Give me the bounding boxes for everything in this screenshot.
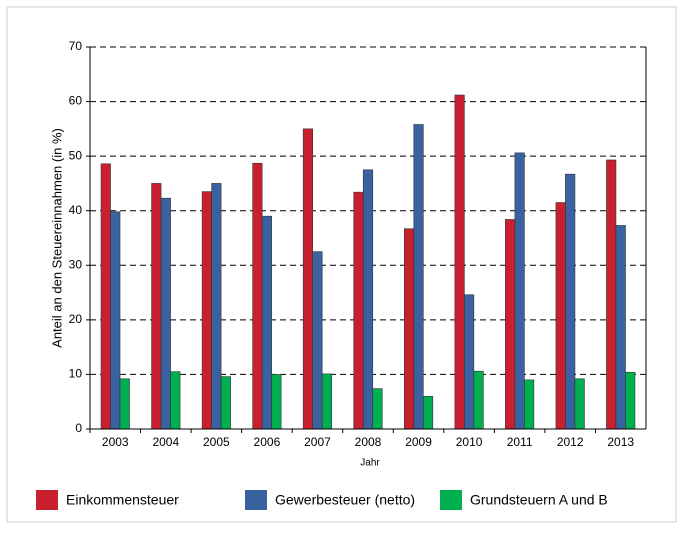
y-tick-label: 60: [69, 94, 83, 108]
legend-label: Grundsteuern A und B: [470, 492, 608, 508]
bar: [606, 159, 617, 430]
x-tick-label: 2008: [355, 435, 382, 449]
bar: [372, 388, 383, 430]
y-tick-label: 20: [69, 312, 83, 326]
bar: [403, 228, 415, 430]
y-tick-label: 70: [69, 39, 83, 53]
legend-swatch: [440, 490, 462, 510]
bar: [574, 378, 585, 430]
bar: [413, 124, 424, 430]
bar: [170, 371, 181, 430]
bar: [514, 152, 525, 430]
bar: [211, 183, 222, 430]
bar: [505, 219, 516, 430]
bar: [473, 370, 484, 430]
bar: [302, 128, 314, 430]
x-tick-label: 2003: [102, 435, 129, 449]
y-tick-label: 30: [69, 257, 83, 271]
y-tick-label: 0: [75, 421, 82, 435]
legend-swatch: [36, 490, 58, 510]
bar: [119, 378, 130, 430]
bar: [100, 163, 111, 430]
x-tick-label: 2006: [254, 435, 281, 449]
bar: [454, 94, 465, 430]
bar: [353, 191, 364, 430]
y-axis-label: Anteil an den Steuereinnahmen (in %): [49, 128, 64, 348]
bar: [110, 211, 121, 430]
legend-swatch: [245, 490, 267, 510]
legend-label: Gewerbesteuer (netto): [275, 492, 415, 508]
bar: [362, 169, 374, 430]
bar: [261, 215, 272, 430]
bar: [555, 202, 566, 430]
x-tick-label: 2007: [304, 435, 331, 449]
x-tick-label: 2011: [507, 435, 533, 449]
bar: [625, 371, 636, 430]
bar: [615, 225, 626, 430]
legend-label: Einkommensteuer: [66, 492, 179, 508]
bar: [312, 251, 323, 430]
bar: [160, 197, 171, 430]
y-tick-label: 50: [69, 148, 83, 162]
y-tick-label: 40: [69, 203, 83, 217]
x-tick-label: 2005: [203, 435, 230, 449]
bar: [201, 191, 212, 430]
x-tick-label: 2004: [152, 435, 179, 449]
bar: [422, 395, 434, 430]
x-tick-label: 2013: [607, 435, 634, 449]
bar: [321, 373, 333, 430]
x-tick-label: 2010: [456, 435, 483, 449]
bar: [565, 173, 576, 430]
bar: [220, 376, 231, 430]
y-tick-label: 10: [69, 367, 83, 381]
x-axis-label: Jahr: [360, 458, 380, 469]
bar: [252, 162, 263, 430]
bar: [151, 183, 162, 430]
x-tick-label: 2012: [557, 435, 584, 449]
x-tick-label: 2009: [405, 435, 432, 449]
bar: [464, 294, 475, 430]
bar: [271, 374, 282, 430]
bar: [524, 379, 535, 430]
